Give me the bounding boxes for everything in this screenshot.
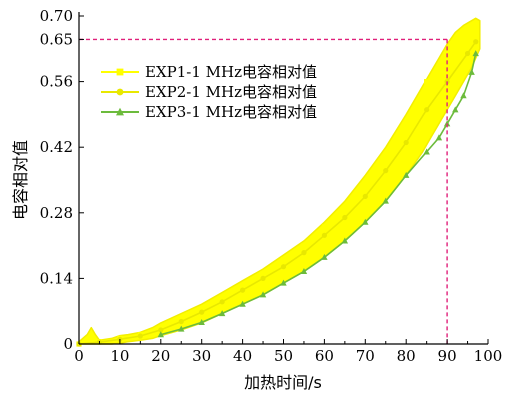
- axes: [78, 12, 488, 345]
- y-tick-label: 0.42: [40, 138, 73, 156]
- series-1-point: [403, 121, 409, 127]
- tick-labels: 0 10 20 30 40 50 60 70 80 90 100 0 0.14 0.28 0.42 0.56 0…: [40, 7, 503, 365]
- series-3-point: [341, 237, 349, 244]
- series-2-point: [137, 333, 143, 339]
- series-3-point: [178, 325, 185, 332]
- series-3-point: [382, 197, 389, 204]
- y-tick-label: 0.65: [40, 30, 73, 48]
- series-3-point: [239, 300, 246, 307]
- series-1-point: [362, 182, 368, 188]
- series-3-point: [280, 279, 287, 286]
- series-3-point: [362, 218, 369, 225]
- x-tick-label: 80: [397, 347, 416, 365]
- series-3-point: [157, 331, 164, 338]
- legend-marker-3: [116, 107, 124, 116]
- series-2-point: [280, 264, 287, 270]
- y-tick-label: 0: [63, 335, 73, 353]
- x-tick-label: 50: [274, 347, 293, 365]
- series-1-point: [342, 205, 348, 211]
- series-2-point: [464, 50, 471, 57]
- series-2-point: [403, 139, 409, 146]
- legend-label-3: EXP3-1 MHz电容相对值: [145, 103, 317, 121]
- series-2-point: [362, 193, 368, 199]
- series-1-point: [301, 243, 307, 249]
- series-2-point: [260, 275, 266, 281]
- x-tick-label: 0: [74, 347, 84, 365]
- y-tick-label: 0.56: [40, 73, 73, 91]
- y-axis-title: 电容相对值: [11, 140, 30, 220]
- series-3-point: [218, 310, 226, 317]
- series-1-point: [321, 224, 327, 230]
- series-2-point: [178, 318, 184, 325]
- x-tick-label: 10: [110, 347, 129, 365]
- series-1-point: [280, 257, 287, 263]
- series-3-point: [403, 171, 410, 178]
- x-tick-label: 30: [192, 347, 211, 365]
- x-tick-label: 60: [315, 347, 334, 365]
- series-3-point: [472, 50, 479, 57]
- legend: EXP1-1 MHz电容相对值 EXP2-1 MHz电容相对值 EXP3-1 MHz…: [101, 63, 317, 121]
- legend-label-2: EXP2-1 MHz电容相对值: [145, 83, 317, 101]
- y-tick-label: 0.28: [40, 204, 73, 222]
- series-3-point: [435, 134, 443, 141]
- x-tick-label: 90: [438, 347, 457, 365]
- x-tick-label: 100: [474, 347, 503, 365]
- x-axis-title: 加热时间/s: [244, 373, 322, 392]
- x-tick-label: 20: [151, 347, 170, 365]
- series-3-point: [198, 319, 205, 326]
- legend-marker-1: [116, 68, 124, 76]
- series-2-point: [383, 168, 389, 174]
- series-1-point: [219, 294, 225, 300]
- series-3-point: [460, 92, 467, 99]
- series-3: [157, 50, 479, 338]
- series-3-point: [443, 120, 451, 127]
- series-3-point: [259, 291, 267, 298]
- reference-lines: [79, 38, 448, 344]
- series-1-point: [424, 79, 430, 85]
- series-2-point: [301, 250, 307, 256]
- series-2-point: [199, 309, 205, 315]
- legend-marker-2: [116, 88, 124, 96]
- series-2-point: [321, 232, 327, 238]
- series-1-point: [464, 27, 471, 33]
- x-tick-label: 70: [356, 347, 375, 365]
- series-1-point: [199, 306, 205, 312]
- series-1-point: [240, 282, 246, 289]
- y-tick-label: 0.70: [40, 7, 73, 25]
- series-2-point: [342, 214, 348, 221]
- series-2-point: [158, 327, 164, 333]
- series-2-point: [473, 39, 479, 45]
- series-3-point: [452, 106, 459, 113]
- series-3-point: [468, 68, 475, 75]
- y-tick-label: 0.14: [40, 269, 73, 287]
- series-1-point: [178, 315, 184, 321]
- series-1-point: [260, 271, 266, 277]
- series-3-point: [300, 267, 308, 274]
- series-2-point: [424, 107, 430, 113]
- legend-label-1: EXP1-1 MHz电容相对值: [145, 63, 317, 81]
- series-1-point: [383, 153, 389, 160]
- series-3-point: [423, 148, 430, 155]
- series-1-point: [473, 22, 479, 28]
- x-tick-label: 40: [233, 347, 252, 365]
- series-3-point: [321, 253, 328, 260]
- series-2-point: [240, 287, 246, 293]
- series-2-point: [219, 299, 225, 305]
